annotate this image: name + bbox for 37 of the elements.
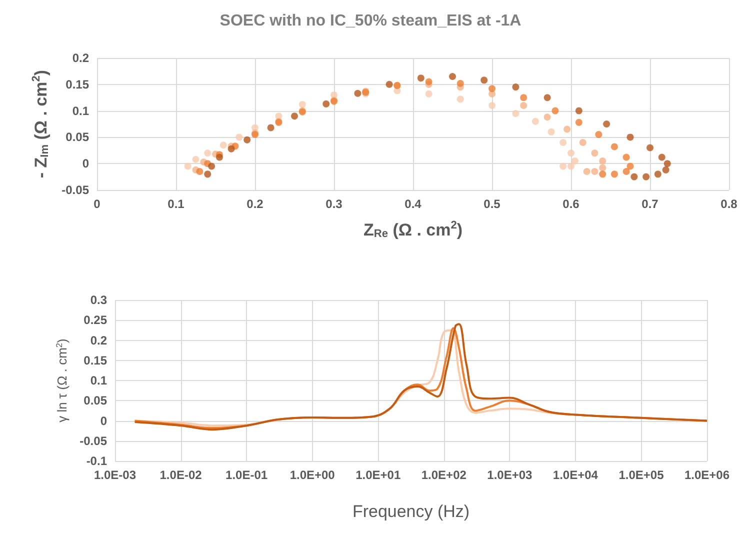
y-tick-label: 0.1 <box>90 374 108 388</box>
x-tick-label: 0.1 <box>168 197 185 211</box>
x-tick-label: 1.0E+06 <box>684 468 730 482</box>
y-axis-title: - ZIm (Ω . cm2) <box>30 70 52 178</box>
x-tick-label: 1.0E+00 <box>290 468 336 482</box>
y-tick-label: 0 <box>100 414 108 428</box>
y-tick-label: 0.2 <box>72 51 90 65</box>
x-tick-label: 0.6 <box>562 197 580 211</box>
x-tick-label: 1.0E-02 <box>160 468 202 482</box>
x-tick-label: 1.0E+02 <box>421 468 467 482</box>
y-tick-label: 0.2 <box>90 333 108 348</box>
y-tick-label: -0.05 <box>62 183 90 197</box>
x-tick-label: 1.0E+04 <box>552 468 598 482</box>
x-tick-label: 1.0E+01 <box>356 468 401 482</box>
x-tick-label: 1.0E+05 <box>618 468 664 482</box>
y-tick-label: 0.3 <box>90 293 108 307</box>
y-tick-label: 0.05 <box>66 130 90 144</box>
y-tick-label: -0.05 <box>80 434 108 448</box>
chart-title: SOEC with no IC_50% steam_EIS at -1A <box>220 12 522 30</box>
y-tick-label: 0.05 <box>84 394 108 408</box>
x-tick-label: 0.3 <box>326 197 343 211</box>
y-tick-label: -0.1 <box>86 454 108 468</box>
x-tick-label: 0.4 <box>404 197 422 211</box>
y-tick-label: 0.15 <box>66 77 90 92</box>
x-axis-title: Frequency (Hz) <box>352 502 470 521</box>
x-tick-label: 0.8 <box>720 197 738 211</box>
y-tick-label: 0.1 <box>72 104 90 118</box>
x-tick-label: 1.0E-01 <box>226 468 268 482</box>
x-tick-label: 0.2 <box>246 197 264 211</box>
x-tick-label: 0.5 <box>484 197 501 211</box>
x-tick-label: 0.7 <box>642 197 659 211</box>
y-axis-title: γ ln τ (Ω . cm2) <box>54 338 70 422</box>
x-tick-label: 1.0E+03 <box>487 468 533 482</box>
x-tick-label: 1.0E-03 <box>94 468 136 482</box>
y-tick-label: 0.25 <box>84 313 108 328</box>
y-tick-label: 0.15 <box>84 353 108 368</box>
y-tick-label: 0 <box>82 156 90 171</box>
